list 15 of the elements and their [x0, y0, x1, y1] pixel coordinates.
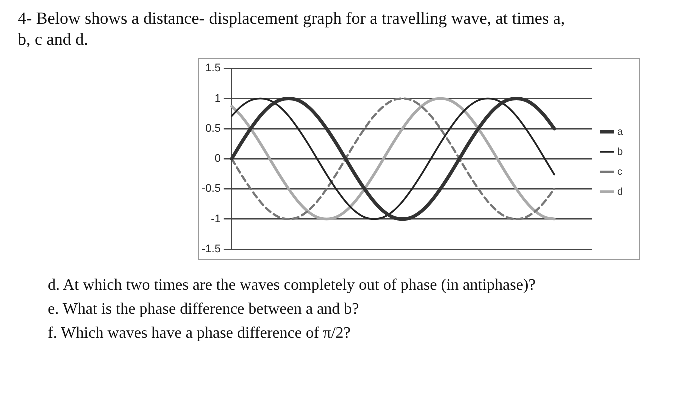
legend-label: a	[617, 126, 624, 138]
text: f. Which waves have a phase difference of π/2?	[48, 324, 352, 344]
y-tick-label: 1.5	[206, 62, 221, 75]
y-tick-label: -1	[211, 213, 221, 226]
legend-label: c	[617, 166, 622, 178]
text: d. At which two times are the waves completely out of phase (in antiphase)?	[48, 276, 537, 296]
y-tick-label: 0.5	[206, 122, 221, 135]
legend-label: d	[617, 186, 623, 198]
y-tick-label: -1.5	[202, 243, 221, 256]
text: e. What is the phase difference between a and b?	[48, 300, 360, 320]
chart-title: 4- Below shows a distance- displacement graph for a travelling wave, at times a, b, c and d.	[17, 8, 566, 50]
y-tick-label: 1	[214, 92, 221, 105]
legend-label: b	[617, 146, 624, 158]
y-tick-label: 0	[214, 153, 221, 166]
y-tick-label: -0.5	[202, 183, 221, 196]
